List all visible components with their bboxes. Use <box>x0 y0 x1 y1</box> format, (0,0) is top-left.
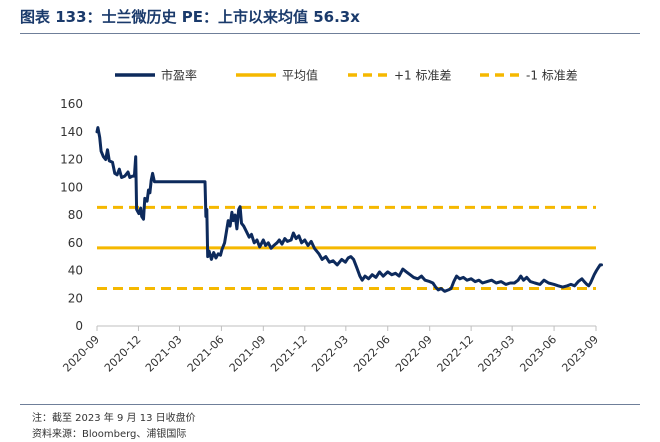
footer-divider <box>20 404 640 405</box>
x-tick-label: 2021-12 <box>268 333 310 375</box>
x-tick-label: 2021-09 <box>227 333 269 375</box>
x-tick-label: 2023-06 <box>517 333 559 375</box>
y-tick-label: 80 <box>68 208 83 222</box>
legend-label: -1 标准差 <box>526 69 578 83</box>
x-tick-label: 2022-09 <box>393 333 435 375</box>
x-tick-label: 2023-09 <box>559 333 601 375</box>
y-tick-label: 160 <box>60 97 83 111</box>
x-tick-label: 2021-06 <box>185 333 227 375</box>
y-tick-label: 140 <box>60 125 83 139</box>
x-tick-label: 2021-03 <box>143 333 185 375</box>
x-tick-label: 2020-12 <box>102 333 144 375</box>
y-axis: 0 20 40 60 80 100 120 140 160 <box>60 97 83 333</box>
legend-label: 平均值 <box>282 68 318 83</box>
legend-label: +1 标准差 <box>394 69 452 83</box>
series-line-pe <box>95 126 603 293</box>
title-divider <box>20 33 640 34</box>
y-tick-label: 20 <box>68 291 83 305</box>
legend-label: 市盈率 <box>161 68 197 83</box>
x-tick-label: 2022-03 <box>309 333 351 375</box>
x-tick-label: 2023-03 <box>476 333 518 375</box>
y-tick-label: 100 <box>60 180 83 194</box>
y-tick-label: 60 <box>68 236 83 250</box>
x-tick-label: 2020-09 <box>60 333 102 375</box>
pe-chart: 市盈率 平均值 +1 标准差 -1 标准差 0 20 40 60 80 100 120 140 160… <box>60 68 603 375</box>
y-tick-label: 0 <box>75 319 83 333</box>
x-tick-label: 2022-06 <box>351 333 393 375</box>
x-tick-label: 2022-12 <box>435 333 477 375</box>
y-tick-label: 120 <box>60 153 83 167</box>
y-tick-label: 40 <box>68 264 83 278</box>
x-axis: 2020-09 2020-12 2021-03 2021-06 2021-09 2021-… <box>60 325 601 375</box>
footnote: 注：截至 2023 年 9 月 13 日收盘价 <box>32 413 196 424</box>
legend: 市盈率 平均值 +1 标准差 -1 标准差 <box>115 68 578 83</box>
series-layer <box>95 126 603 293</box>
source-note: 资料来源：Bloomberg、浦银国际 <box>32 429 187 440</box>
chart-title: 图表 133：士兰微历史 PE：上市以来均值 56.3x <box>20 8 360 26</box>
